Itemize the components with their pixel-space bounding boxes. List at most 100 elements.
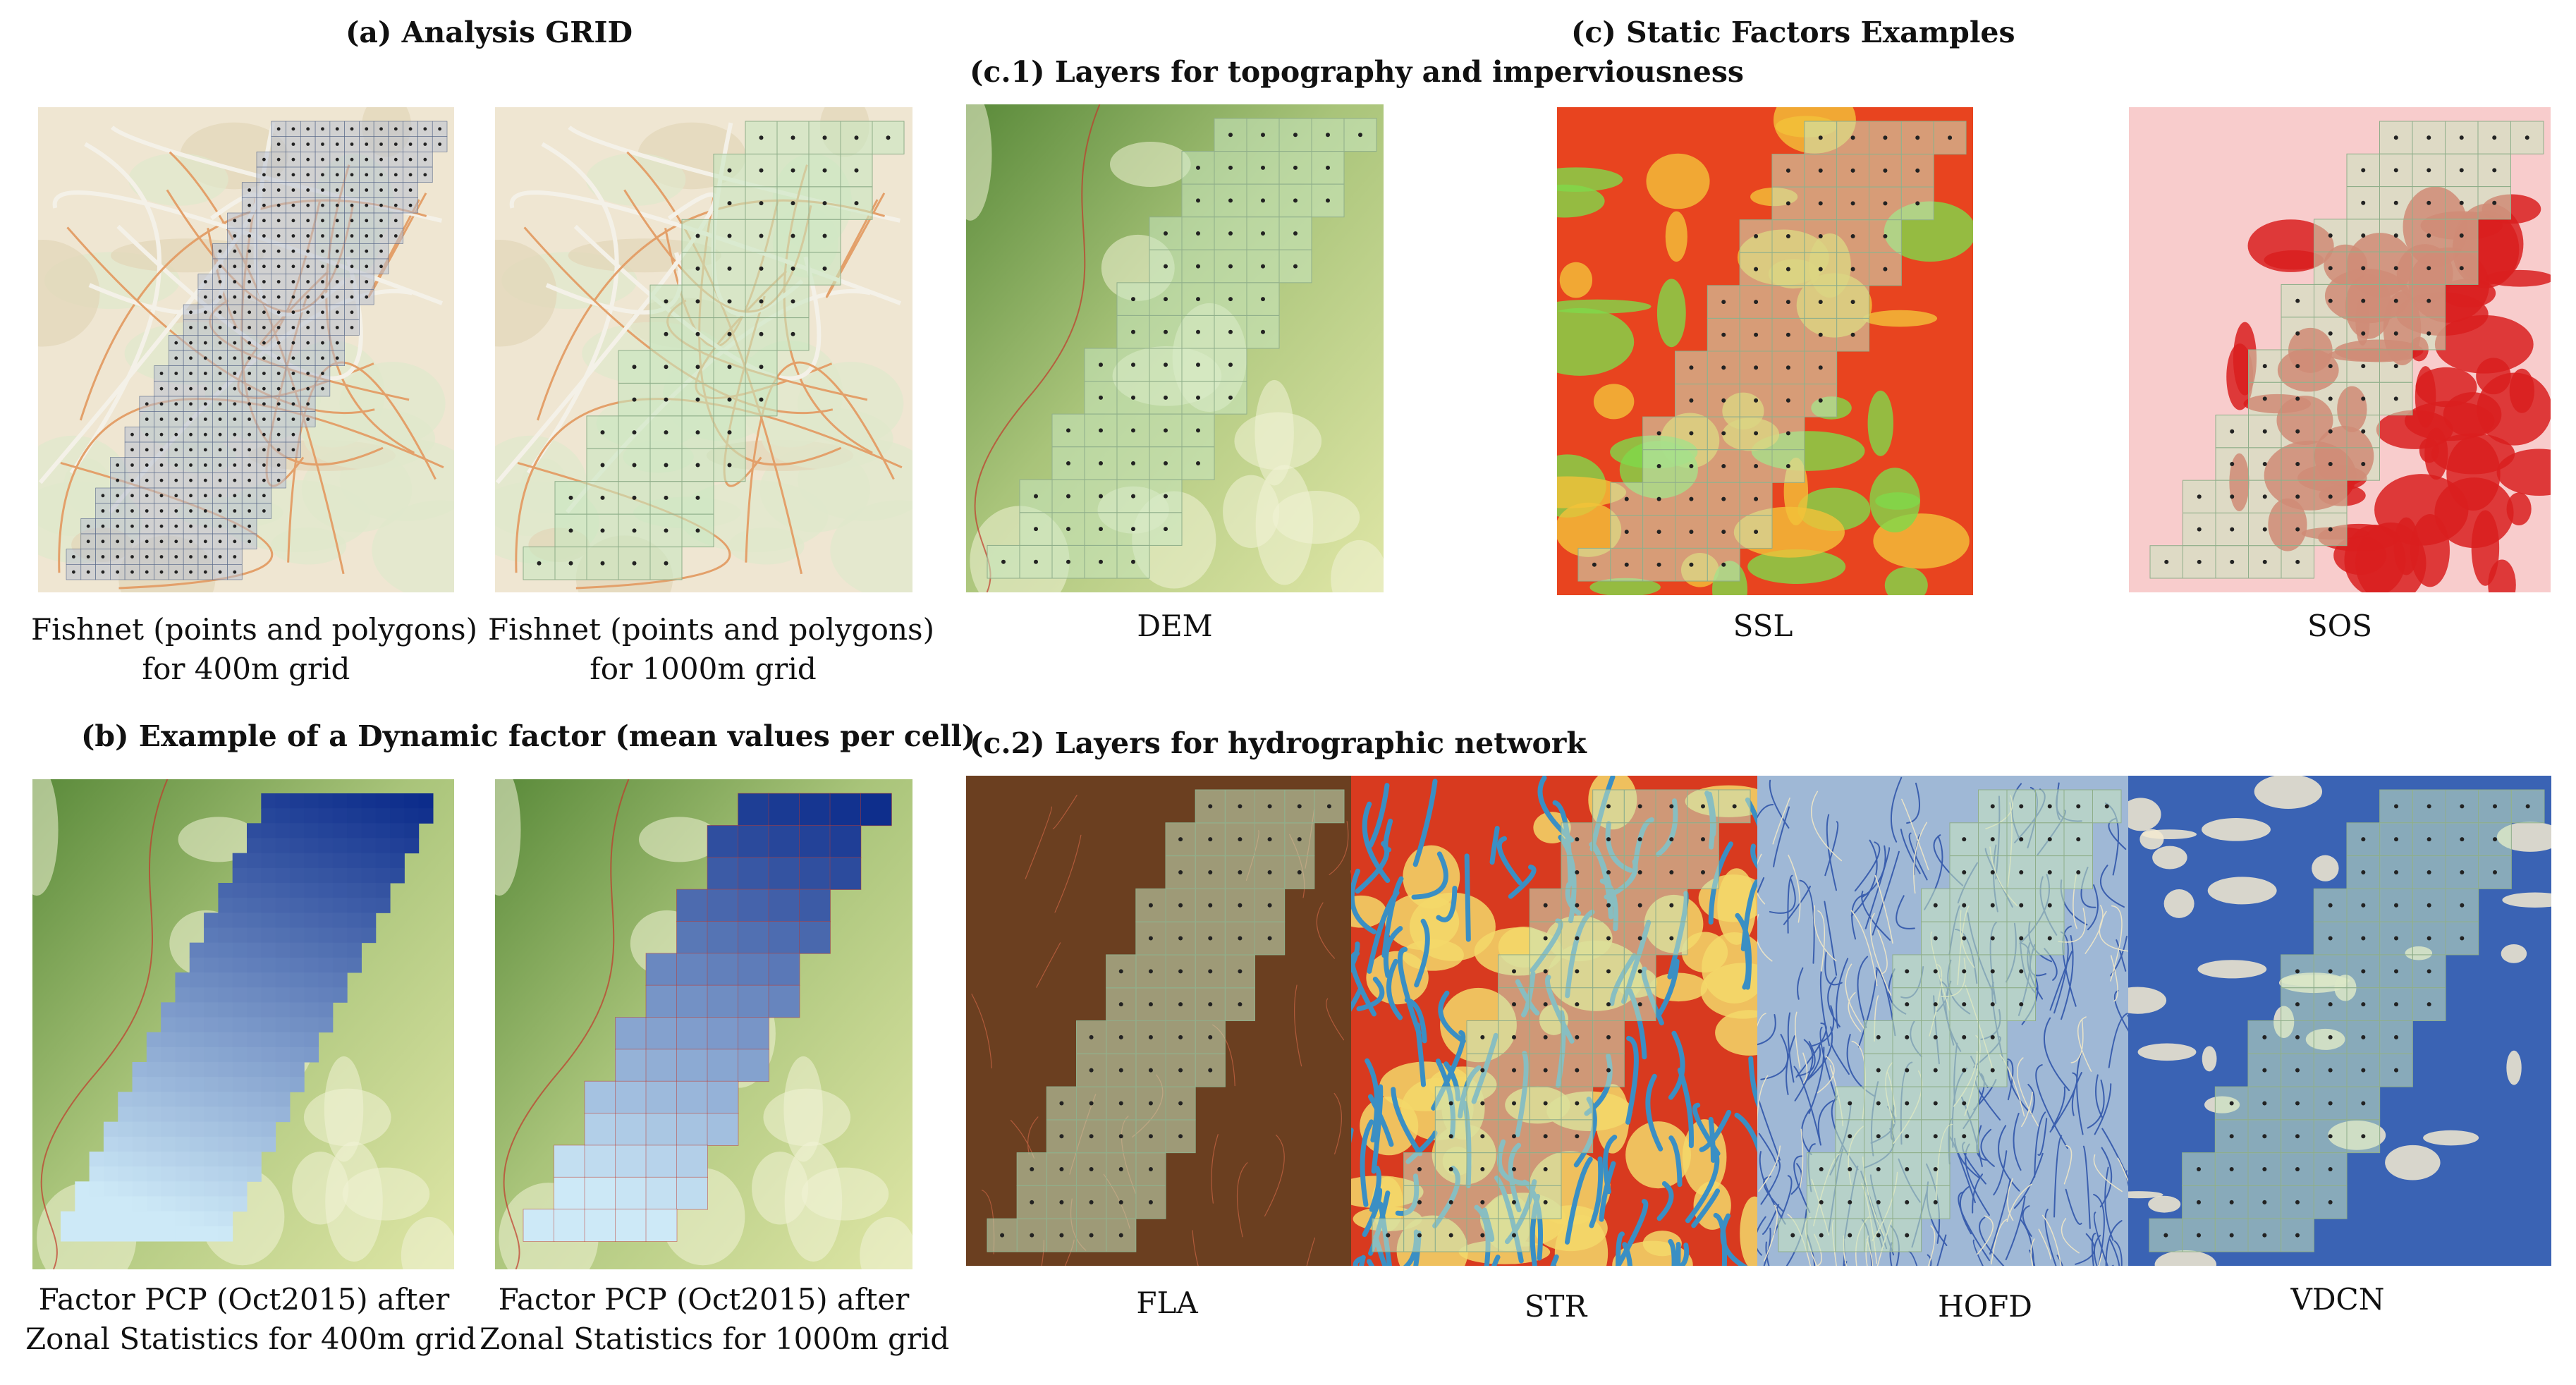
stream-line xyxy=(2058,908,2086,943)
map-pcp-1000m xyxy=(495,779,912,1269)
grid-point xyxy=(1575,1134,1580,1139)
grid-point xyxy=(321,341,324,345)
grid-point xyxy=(1850,267,1855,271)
pcp-cell xyxy=(289,883,305,898)
grid-point xyxy=(262,219,266,223)
pcp-cell xyxy=(375,853,391,869)
stream-line xyxy=(1787,1012,1795,1083)
pcp-cell xyxy=(332,793,348,809)
stream-line xyxy=(2087,884,2099,931)
grid-point xyxy=(2361,331,2366,336)
grid-point xyxy=(262,295,266,299)
pcp-cell xyxy=(175,1136,190,1152)
pcp-cell xyxy=(75,1196,90,1212)
grid-point xyxy=(1786,267,1790,271)
grid-point xyxy=(291,203,295,207)
grid-point xyxy=(2361,969,2366,974)
stream-line xyxy=(2093,1193,2105,1266)
pcp-cell xyxy=(175,1032,190,1048)
stream-line xyxy=(1414,918,1430,988)
grid-cells xyxy=(987,789,1345,1252)
pcp-cell xyxy=(232,1152,248,1167)
grid-point xyxy=(306,234,310,238)
grid-point xyxy=(2361,837,2366,842)
grid-point xyxy=(1178,903,1183,908)
pcp-cell xyxy=(189,1166,205,1182)
stream-line xyxy=(1765,1241,1770,1266)
grid-cell xyxy=(2006,987,2036,1022)
stream-line xyxy=(1872,850,1900,936)
grid-point xyxy=(664,463,669,468)
grid-point xyxy=(1293,198,1298,203)
grid-point xyxy=(218,280,222,283)
sealed-area xyxy=(2410,513,2450,587)
highland-patch xyxy=(2197,960,2267,979)
pcp-cell xyxy=(132,1211,147,1227)
grid-point xyxy=(291,386,295,391)
grid-point xyxy=(727,233,732,238)
grid-point xyxy=(2295,1101,2300,1106)
grid-point xyxy=(1148,1068,1153,1073)
grid-point xyxy=(393,173,398,177)
stream-line xyxy=(1824,821,1839,877)
grid-point xyxy=(1606,936,1611,941)
pcp-cell xyxy=(738,984,769,1018)
highland-patch xyxy=(2207,877,2277,905)
grid-point xyxy=(1669,837,1674,842)
grid-point xyxy=(1164,297,1168,302)
pcp-cell xyxy=(768,889,800,922)
grid-point xyxy=(2262,1233,2267,1238)
grid-point xyxy=(1915,201,1920,206)
grid-point xyxy=(1905,969,1910,974)
grid-point xyxy=(1786,464,1790,468)
grid-point xyxy=(1030,1167,1034,1172)
grid-point xyxy=(218,402,222,406)
pcp-cell xyxy=(261,1077,276,1092)
grid-point xyxy=(408,157,413,161)
pcp-cell xyxy=(738,1017,769,1050)
grid-point xyxy=(248,524,252,528)
stream-line xyxy=(1757,877,1765,896)
grid-point xyxy=(1417,1200,1422,1204)
grid-point xyxy=(233,341,237,345)
stream-line xyxy=(1757,914,1773,962)
section-b-title: (b) Example of a Dynamic factor (mean va… xyxy=(81,719,976,753)
grid-point xyxy=(276,173,281,177)
pcp-cell xyxy=(768,984,800,1018)
pcp-cell xyxy=(218,913,233,928)
grid-point xyxy=(1148,1002,1153,1007)
pcp-cell xyxy=(289,942,305,958)
grid-point xyxy=(1131,428,1135,433)
pcp-cell xyxy=(275,987,291,1003)
grid-cell xyxy=(2214,1119,2249,1154)
distance-patch xyxy=(1625,1121,1691,1189)
grid-cells xyxy=(2149,121,2544,579)
pcp-cell xyxy=(261,1002,276,1018)
grid-point xyxy=(350,173,354,177)
grid-point xyxy=(1178,1134,1183,1139)
grid-point xyxy=(2295,1200,2300,1204)
grid-point xyxy=(233,524,237,528)
stream-line xyxy=(1758,1145,1781,1192)
stream-line xyxy=(2061,1218,2080,1254)
section-c-title: (c) Static Factors Examples xyxy=(1571,16,2015,49)
grid-point xyxy=(632,495,637,500)
grid-point xyxy=(233,570,237,574)
grid-point xyxy=(1118,1134,1123,1139)
grid-point xyxy=(2361,168,2366,173)
grid-point xyxy=(2361,462,2366,466)
grid-point xyxy=(1850,201,1855,206)
grid-point xyxy=(203,326,207,329)
pcp-cell xyxy=(361,823,377,838)
slope-patch xyxy=(1593,384,1635,420)
pcp-cell xyxy=(584,1080,616,1114)
stream-line xyxy=(1760,1159,1781,1205)
grid-point xyxy=(1933,1167,1938,1172)
distance-patch xyxy=(1649,972,1708,1002)
pcp-cell xyxy=(275,1106,291,1123)
pcp-cell xyxy=(289,972,305,988)
pcp-cell xyxy=(232,1002,248,1018)
grid-point xyxy=(1721,496,1726,501)
grid-point xyxy=(1819,1200,1824,1204)
grid-cell xyxy=(2346,1086,2381,1121)
